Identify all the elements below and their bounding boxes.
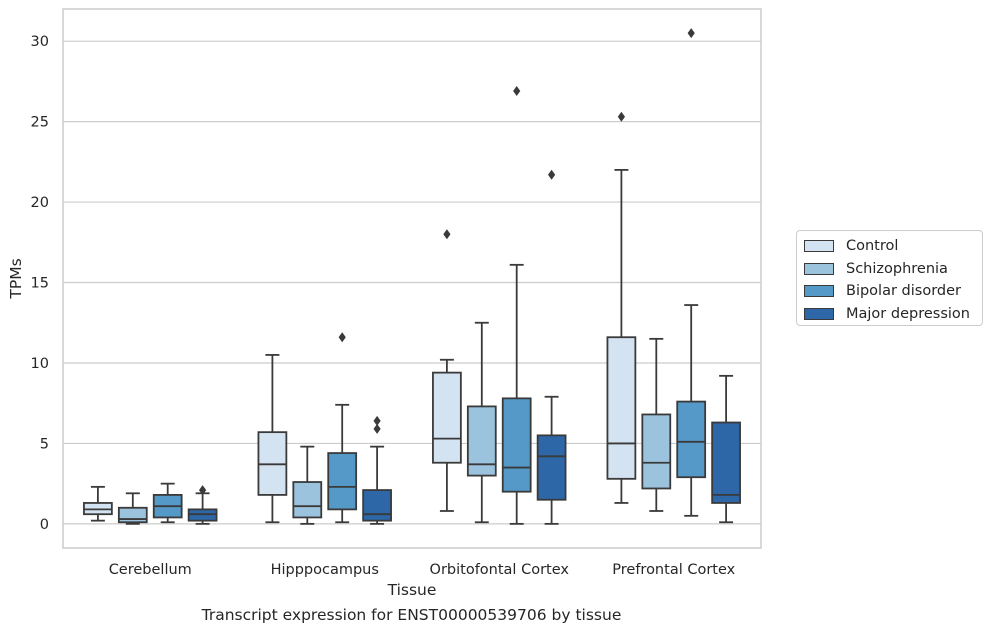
box: [362, 489, 392, 522]
outlier-point: [338, 332, 346, 343]
legend-label: Bipolar disorder: [846, 283, 961, 300]
legend-item: Bipolar disorder: [804, 280, 982, 303]
box: [117, 506, 148, 524]
box: [432, 371, 462, 464]
legend-item: Major depression: [804, 303, 982, 326]
x-tick-label: Hipppocampus: [271, 562, 379, 578]
outlier-point: [617, 111, 625, 122]
x-tick-label: Cerebellum: [109, 562, 192, 578]
outlier-point: [513, 86, 521, 97]
figure-caption: Transcript expression for ENST0000053970…: [201, 606, 622, 624]
x-tick-label: Prefrontal Cortex: [612, 562, 735, 578]
y-tick-label: 15: [31, 276, 49, 292]
box: [327, 452, 358, 511]
legend-item: Schizophrenia: [804, 258, 982, 281]
outlier-point: [373, 423, 381, 434]
box: [676, 400, 707, 479]
box: [606, 336, 637, 480]
y-axis-label: TPMs: [7, 258, 25, 299]
y-tick-label: 25: [31, 115, 49, 131]
outlier-point: [373, 415, 381, 426]
y-tick-label: 5: [40, 436, 49, 452]
outlier-point: [443, 229, 451, 240]
box: [292, 481, 323, 519]
plot-frame: [62, 8, 762, 549]
legend-swatch: [804, 307, 834, 320]
legend-swatch: [804, 262, 834, 275]
outlier-point: [548, 169, 556, 180]
x-axis-label: Tissue: [387, 581, 437, 599]
box: [536, 434, 567, 501]
legend-label: Control: [846, 238, 899, 255]
legend-item: Control: [804, 235, 982, 258]
y-tick-label: 20: [31, 195, 49, 211]
legend-swatch: [804, 285, 834, 298]
outlier-point: [687, 28, 695, 39]
box: [711, 421, 741, 504]
box: [501, 397, 532, 493]
box: [641, 413, 672, 490]
legend: Control Schizophrenia Bipolar disorder Majo…: [796, 230, 983, 326]
y-tick-label: 30: [31, 34, 49, 50]
legend-label: Major depression: [846, 305, 970, 322]
y-tick-label: 0: [40, 517, 49, 533]
legend-swatch: [804, 240, 834, 253]
x-tick-label: Orbitofontal Cortex: [430, 562, 570, 578]
y-tick-label: 10: [31, 356, 49, 372]
outlier-point: [199, 485, 207, 496]
legend-label: Schizophrenia: [846, 260, 948, 277]
